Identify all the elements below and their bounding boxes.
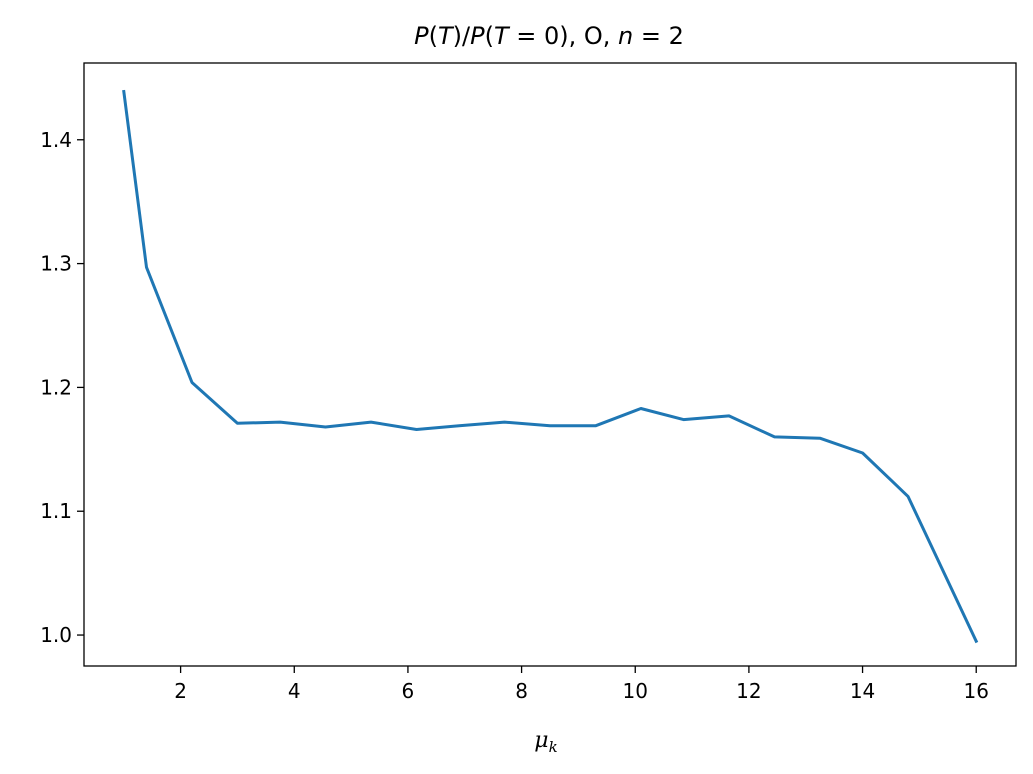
x-tick-label: 8	[515, 679, 528, 703]
y-axis: 1.0 1.1 1.2 1.3 1.4	[40, 128, 84, 647]
x-tick-label: 16	[963, 679, 988, 703]
x-tick-label: 12	[736, 679, 761, 703]
chart-title: P(T)/P(T = 0), O, n = 2	[414, 22, 684, 50]
y-tick-label: 1.1	[40, 499, 72, 523]
plot-area	[122, 89, 979, 644]
y-tick-label: 1.2	[40, 375, 72, 399]
x-tick-label: 4	[288, 679, 301, 703]
x-tick-label: 6	[402, 679, 415, 703]
y-tick-label: 1.4	[40, 128, 72, 152]
x-tick-label: 14	[850, 679, 875, 703]
axes-frame	[83, 62, 1017, 667]
y-tick-label: 1.0	[40, 623, 72, 647]
x-tick-label: 2	[174, 679, 187, 703]
x-tick-label: 10	[623, 679, 648, 703]
x-axis: 2 4 6 8 10 12 14 16	[174, 666, 989, 703]
y-tick-label: 1.3	[40, 252, 72, 276]
x-axis-label: μk	[534, 728, 557, 756]
series-line-0	[122, 89, 979, 644]
